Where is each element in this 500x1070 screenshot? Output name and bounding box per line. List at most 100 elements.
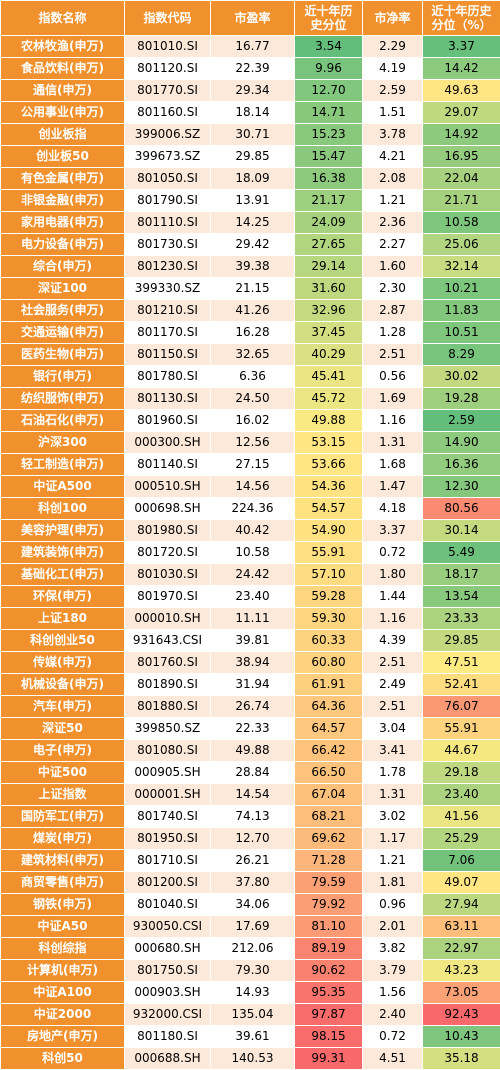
- pb-percentile-cell: 14.42: [423, 58, 500, 80]
- pb-cell: 1.80: [363, 564, 423, 586]
- index-name-cell: 沪深300: [1, 432, 125, 454]
- index-code-cell: 000001.SH: [125, 784, 211, 806]
- pe-cell: 39.61: [211, 1026, 295, 1048]
- pb-cell: 2.08: [363, 168, 423, 190]
- index-code-cell: 801110.SI: [125, 212, 211, 234]
- pb-cell: 3.41: [363, 740, 423, 762]
- pb-cell: 2.49: [363, 674, 423, 696]
- pe-cell: 22.39: [211, 58, 295, 80]
- header-pe: 市盈率: [211, 1, 295, 36]
- index-code-cell: 801230.SI: [125, 256, 211, 278]
- pb-percentile-cell: 63.11: [423, 916, 500, 938]
- pe-percentile-cell: 32.96: [295, 300, 363, 322]
- pb-percentile-cell: 10.43: [423, 1026, 500, 1048]
- pe-cell: 11.11: [211, 608, 295, 630]
- index-code-cell: 801720.SI: [125, 542, 211, 564]
- pb-percentile-cell: 22.97: [423, 938, 500, 960]
- pb-cell: 1.68: [363, 454, 423, 476]
- index-code-cell: 801880.SI: [125, 696, 211, 718]
- index-name-cell: 轻工制造(申万): [1, 454, 125, 476]
- index-name-cell: 钢铁(申万): [1, 894, 125, 916]
- pb-percentile-cell: 14.92: [423, 124, 500, 146]
- pb-percentile-cell: 41.56: [423, 806, 500, 828]
- pe-percentile-cell: 89.19: [295, 938, 363, 960]
- index-name-cell: 社会服务(申万): [1, 300, 125, 322]
- pb-cell: 2.30: [363, 278, 423, 300]
- index-code-cell: 000010.SH: [125, 608, 211, 630]
- index-code-cell: 000698.SH: [125, 498, 211, 520]
- pb-percentile-cell: 32.14: [423, 256, 500, 278]
- pe-percentile-cell: 81.10: [295, 916, 363, 938]
- pb-cell: 2.51: [363, 652, 423, 674]
- pe-percentile-cell: 27.65: [295, 234, 363, 256]
- pe-cell: 41.26: [211, 300, 295, 322]
- pb-cell: 2.29: [363, 36, 423, 58]
- index-code-cell: 801970.SI: [125, 586, 211, 608]
- pb-cell: 0.56: [363, 366, 423, 388]
- index-code-cell: 801140.SI: [125, 454, 211, 476]
- pe-percentile-cell: 16.38: [295, 168, 363, 190]
- index-name-cell: 有色金属(申万): [1, 168, 125, 190]
- pb-cell: 2.59: [363, 80, 423, 102]
- pb-cell: 1.21: [363, 190, 423, 212]
- index-name-cell: 通信(申万): [1, 80, 125, 102]
- pe-percentile-cell: 79.59: [295, 872, 363, 894]
- pe-cell: 40.42: [211, 520, 295, 542]
- pe-percentile-cell: 45.41: [295, 366, 363, 388]
- index-code-cell: 931643.CSI: [125, 630, 211, 652]
- index-code-cell: 801960.SI: [125, 410, 211, 432]
- pe-cell: 18.09: [211, 168, 295, 190]
- pe-cell: 39.81: [211, 630, 295, 652]
- index-code-cell: 000688.SH: [125, 1048, 211, 1070]
- pb-cell: 1.56: [363, 982, 423, 1004]
- pb-percentile-cell: 43.23: [423, 960, 500, 982]
- pb-cell: 4.21: [363, 146, 423, 168]
- pb-cell: 1.69: [363, 388, 423, 410]
- index-code-cell: 399673.SZ: [125, 146, 211, 168]
- index-name-cell: 建筑装饰(申万): [1, 542, 125, 564]
- pb-cell: 3.79: [363, 960, 423, 982]
- pb-percentile-cell: 25.29: [423, 828, 500, 850]
- pe-cell: 29.42: [211, 234, 295, 256]
- pb-cell: 3.82: [363, 938, 423, 960]
- pb-percentile-cell: 5.49: [423, 542, 500, 564]
- pb-cell: 4.51: [363, 1048, 423, 1070]
- index-code-cell: 930050.CSI: [125, 916, 211, 938]
- pe-percentile-cell: 54.57: [295, 498, 363, 520]
- pe-cell: 24.50: [211, 388, 295, 410]
- pe-percentile-cell: 45.72: [295, 388, 363, 410]
- pe-percentile-cell: 60.33: [295, 630, 363, 652]
- pe-cell: 135.04: [211, 1004, 295, 1026]
- pb-percentile-cell: 73.05: [423, 982, 500, 1004]
- pe-percentile-cell: 31.60: [295, 278, 363, 300]
- pb-percentile-cell: 16.36: [423, 454, 500, 476]
- index-name-cell: 中证A100: [1, 982, 125, 1004]
- pe-percentile-cell: 12.70: [295, 80, 363, 102]
- index-name-cell: 基础化工(申万): [1, 564, 125, 586]
- pe-percentile-cell: 67.04: [295, 784, 363, 806]
- index-name-cell: 商贸零售(申万): [1, 872, 125, 894]
- index-code-cell: 399330.SZ: [125, 278, 211, 300]
- pb-percentile-cell: 27.94: [423, 894, 500, 916]
- index-code-cell: 801890.SI: [125, 674, 211, 696]
- pe-percentile-cell: 54.90: [295, 520, 363, 542]
